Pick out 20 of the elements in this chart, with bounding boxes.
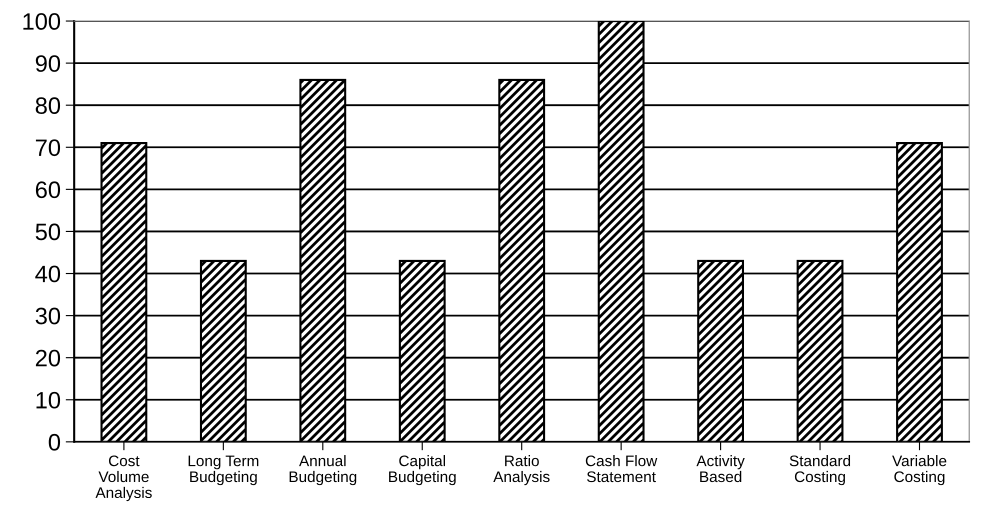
y-tick-label: 40 [35, 266, 60, 282]
y-tick-label: 60 [36, 181, 60, 198]
x-tick-label: Capital Budgeting [389, 455, 456, 486]
y-tick-label: 0 [48, 434, 60, 451]
x-tick-label: Standard Costing [790, 455, 850, 486]
x-tick-label: Cost Volume Analysis [95, 455, 152, 502]
x-tick-label: Ratio Analysis [493, 455, 550, 486]
x-tick-label: Activity Based [696, 455, 745, 482]
x-tick-label: Long Term Budgeting [188, 456, 258, 486]
y-tick-label: 80 [36, 97, 60, 114]
y-tick-label: 10 [36, 392, 60, 409]
y-tick-label: 30 [36, 308, 60, 324]
y-tick-label: 50 [36, 224, 60, 240]
y-tick-label: 20 [36, 350, 60, 366]
x-tick-label: Cash Flow Statement [586, 455, 658, 482]
x-tick-label: Variable Costing [892, 455, 946, 486]
y-tick-label: 70 [36, 139, 60, 156]
x-tick-label: Annual Budgeting [290, 455, 356, 486]
y-tick-label: 100 [23, 13, 60, 30]
y-tick-label: 90 [36, 55, 60, 72]
